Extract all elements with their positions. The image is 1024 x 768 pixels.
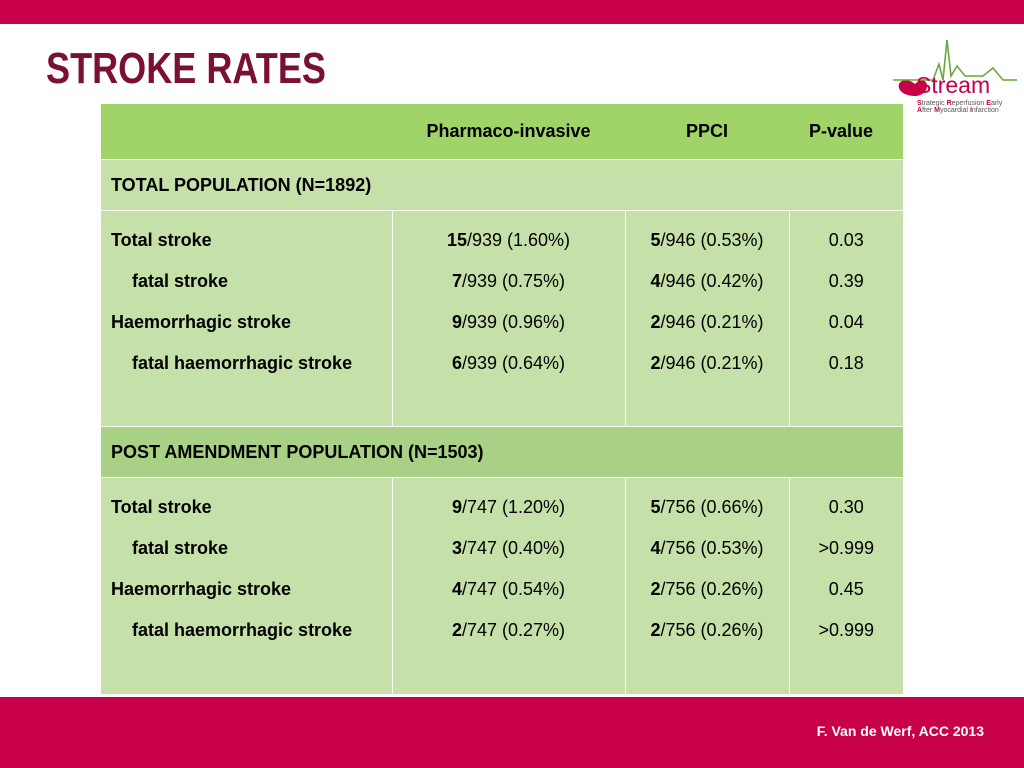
table-cell: 3/747 (0.40%): [451, 538, 566, 558]
table-cell: 9/939 (0.96%): [451, 312, 566, 332]
table-cell: 2/946 (0.21%): [650, 312, 764, 332]
table-cell: 2/756 (0.26%): [650, 579, 764, 599]
heart-ecg-icon: [893, 39, 1017, 96]
stream-logo: Stream Strategic Reperfusion Early After…: [893, 36, 1019, 114]
slide-title: STROKE RATES: [46, 44, 326, 93]
row-label: fatal haemorrhagic stroke: [132, 620, 353, 640]
row-label: fatal stroke: [132, 538, 229, 558]
table-header-row: Pharmaco-invasive PPCI P-value: [101, 104, 903, 160]
row-label: Haemorrhagic stroke: [111, 579, 292, 599]
p-value-column: 0.03 0.39 0.04 0.18: [788, 210, 903, 427]
section-header-row: TOTAL POPULATION (N=1892): [101, 159, 903, 211]
header-p-value: P-value: [789, 104, 903, 160]
row-label: Total stroke: [111, 230, 212, 250]
top-accent-bar: [0, 0, 1024, 24]
section-title: POST AMENDMENT POPULATION (N=1503): [101, 426, 903, 478]
section-data-row: Total stroke fatal stroke Haemorrhagic s…: [101, 477, 903, 694]
section-header-row: POST AMENDMENT POPULATION (N=1503): [101, 426, 903, 478]
table-cell: 4/747 (0.54%): [451, 579, 566, 599]
table-cell: 6/939 (0.64%): [451, 353, 566, 373]
section-title: TOTAL POPULATION (N=1892): [101, 159, 903, 211]
pharmaco-invasive-column: 9/747 (1.20%) 3/747 (0.40%) 4/747 (0.54%…: [391, 477, 625, 694]
p-value-cell: >0.999: [818, 620, 875, 640]
table-cell: 15/939 (1.60%): [446, 230, 571, 250]
label-column: Total stroke fatal stroke Haemorrhagic s…: [101, 210, 392, 427]
p-value-cell: 0.04: [828, 312, 864, 332]
p-value-cell: 0.30: [828, 497, 864, 517]
row-label: Haemorrhagic stroke: [111, 312, 292, 332]
table-cell: 5/756 (0.66%): [650, 497, 764, 517]
stroke-rates-table: Pharmaco-invasive PPCI P-value TOTAL POP…: [101, 104, 903, 694]
section-data-row: Total stroke fatal stroke Haemorrhagic s…: [101, 210, 903, 427]
p-value-cell: 0.39: [828, 271, 864, 291]
row-label: fatal haemorrhagic stroke: [132, 353, 353, 373]
p-value-cell: 0.18: [828, 353, 864, 373]
p-value-cell: 0.03: [828, 230, 864, 250]
footer-credit: F. Van de Werf, ACC 2013: [816, 723, 984, 739]
p-value-cell: >0.999: [818, 538, 875, 558]
logo-subtitle-line2: After Myocardial Infarction: [917, 107, 999, 114]
ppci-column: 5/756 (0.66%) 4/756 (0.53%) 2/756 (0.26%…: [624, 477, 789, 694]
table-cell: 5/946 (0.53%): [650, 230, 764, 250]
table-cell: 2/946 (0.21%): [650, 353, 764, 373]
table-cell: 7/939 (0.75%): [451, 271, 566, 291]
logo-subtitle-line1: Strategic Reperfusion Early: [917, 100, 1003, 107]
table-cell: 4/756 (0.53%): [650, 538, 764, 558]
table-cell: 9/747 (1.20%): [451, 497, 566, 517]
header-empty: [101, 104, 392, 160]
table-cell: 2/747 (0.27%): [451, 620, 566, 640]
header-pharmaco-invasive: Pharmaco-invasive: [392, 104, 625, 160]
header-ppci: PPCI: [625, 104, 789, 160]
table-cell: 2/756 (0.26%): [650, 620, 764, 640]
p-value-cell: 0.45: [828, 579, 864, 599]
pharmaco-invasive-column: 15/939 (1.60%) 7/939 (0.75%) 9/939 (0.96…: [391, 210, 625, 427]
bottom-accent-bar: [0, 697, 1024, 768]
ppci-column: 5/946 (0.53%) 4/946 (0.42%) 2/946 (0.21%…: [624, 210, 789, 427]
row-label: fatal stroke: [132, 271, 229, 291]
label-column: Total stroke fatal stroke Haemorrhagic s…: [101, 477, 392, 694]
p-value-column: 0.30 >0.999 0.45 >0.999: [788, 477, 903, 694]
table-cell: 4/946 (0.42%): [650, 271, 764, 291]
row-label: Total stroke: [111, 497, 212, 517]
logo-wordmark: Stream: [916, 72, 991, 98]
